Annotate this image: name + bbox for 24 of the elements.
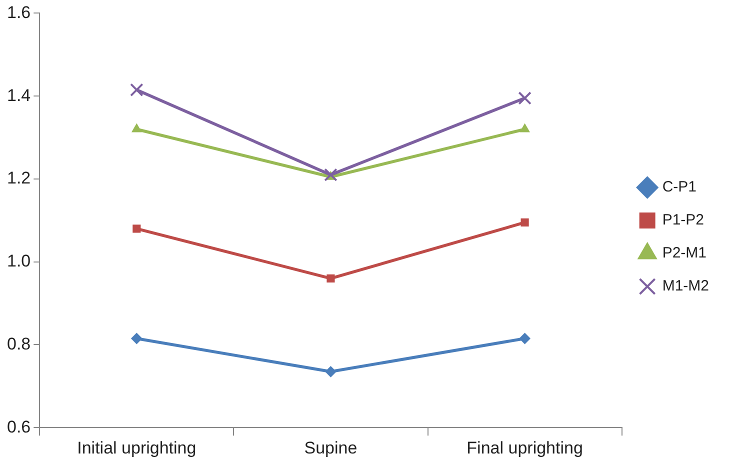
point — [324, 168, 338, 182]
point — [326, 274, 335, 282]
y-tick-label: 1.2 — [6, 168, 31, 188]
point — [131, 333, 142, 344]
y-tick-label: 1.4 — [6, 86, 31, 105]
y-tick-label: 1.0 — [6, 252, 31, 271]
legend-label: P2-M1 — [662, 244, 707, 262]
legend-label: C-P1 — [662, 178, 697, 196]
point — [132, 124, 142, 132]
x-tick-label: Supine — [304, 438, 358, 458]
x-tick-label: Final uprighting — [466, 438, 583, 458]
point — [132, 224, 141, 233]
y-tick-label: 0.8 — [6, 334, 31, 354]
point — [518, 91, 532, 105]
point — [325, 366, 336, 378]
point — [520, 124, 530, 132]
legend-label: P1-P2 — [662, 212, 704, 229]
y-tick-label: 1.6 — [6, 2, 31, 22]
x-tick-label: Initial uprighting — [77, 438, 196, 458]
point — [130, 83, 144, 97]
legend-label: M1-M2 — [662, 278, 709, 295]
point — [520, 218, 529, 227]
y-tick-label: 0.6 — [6, 417, 31, 436]
point — [519, 333, 530, 344]
